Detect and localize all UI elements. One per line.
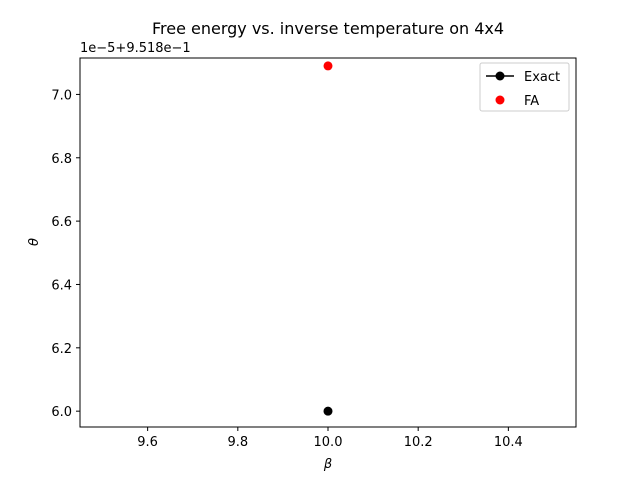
y-tick-label: 6.0: [51, 405, 72, 420]
legend: Exact FA: [479, 62, 570, 112]
legend-label-fa: FA: [524, 94, 539, 109]
y-tick-label: 6.4: [51, 278, 72, 293]
x-tick-label: 9.8: [227, 435, 248, 450]
y-tick-label: 6.6: [51, 215, 72, 230]
y-axis-ticks: 6.0 6.2 6.4 6.6 6.8 7.0: [51, 88, 80, 420]
plot-frame: [79, 57, 577, 428]
y-axis-label: θ: [27, 238, 42, 246]
plot-area: 9.6 9.8 10.0 10.2 10.4 6.0 6.2 6.4 6.6 6.8 7.0: [51, 57, 577, 450]
x-axis-ticks: 9.6 9.8 10.0 10.2 10.4: [137, 427, 523, 450]
x-axis-label: β: [323, 457, 332, 472]
x-tick-label: 10.4: [494, 435, 523, 450]
legend-entries: Exact FA: [486, 70, 560, 109]
legend-marker-fa: [495, 95, 505, 105]
data-point-exact: [323, 406, 333, 416]
x-tick-label: 9.6: [137, 435, 158, 450]
y-tick-label: 6.2: [51, 342, 72, 357]
y-tick-label: 6.8: [51, 152, 72, 167]
y-tick-label: 7.0: [51, 88, 72, 103]
data-point-fa: [323, 61, 333, 71]
chart-title: Free energy vs. inverse temperature on 4…: [152, 19, 504, 38]
x-tick-label: 10.0: [314, 435, 343, 450]
x-tick-label: 10.2: [404, 435, 433, 450]
legend-marker-exact: [495, 71, 505, 81]
legend-label-exact: Exact: [524, 70, 560, 85]
data-points: [323, 61, 333, 416]
y-axis-offset-text: 1e−5+9.518e−1: [80, 41, 191, 56]
